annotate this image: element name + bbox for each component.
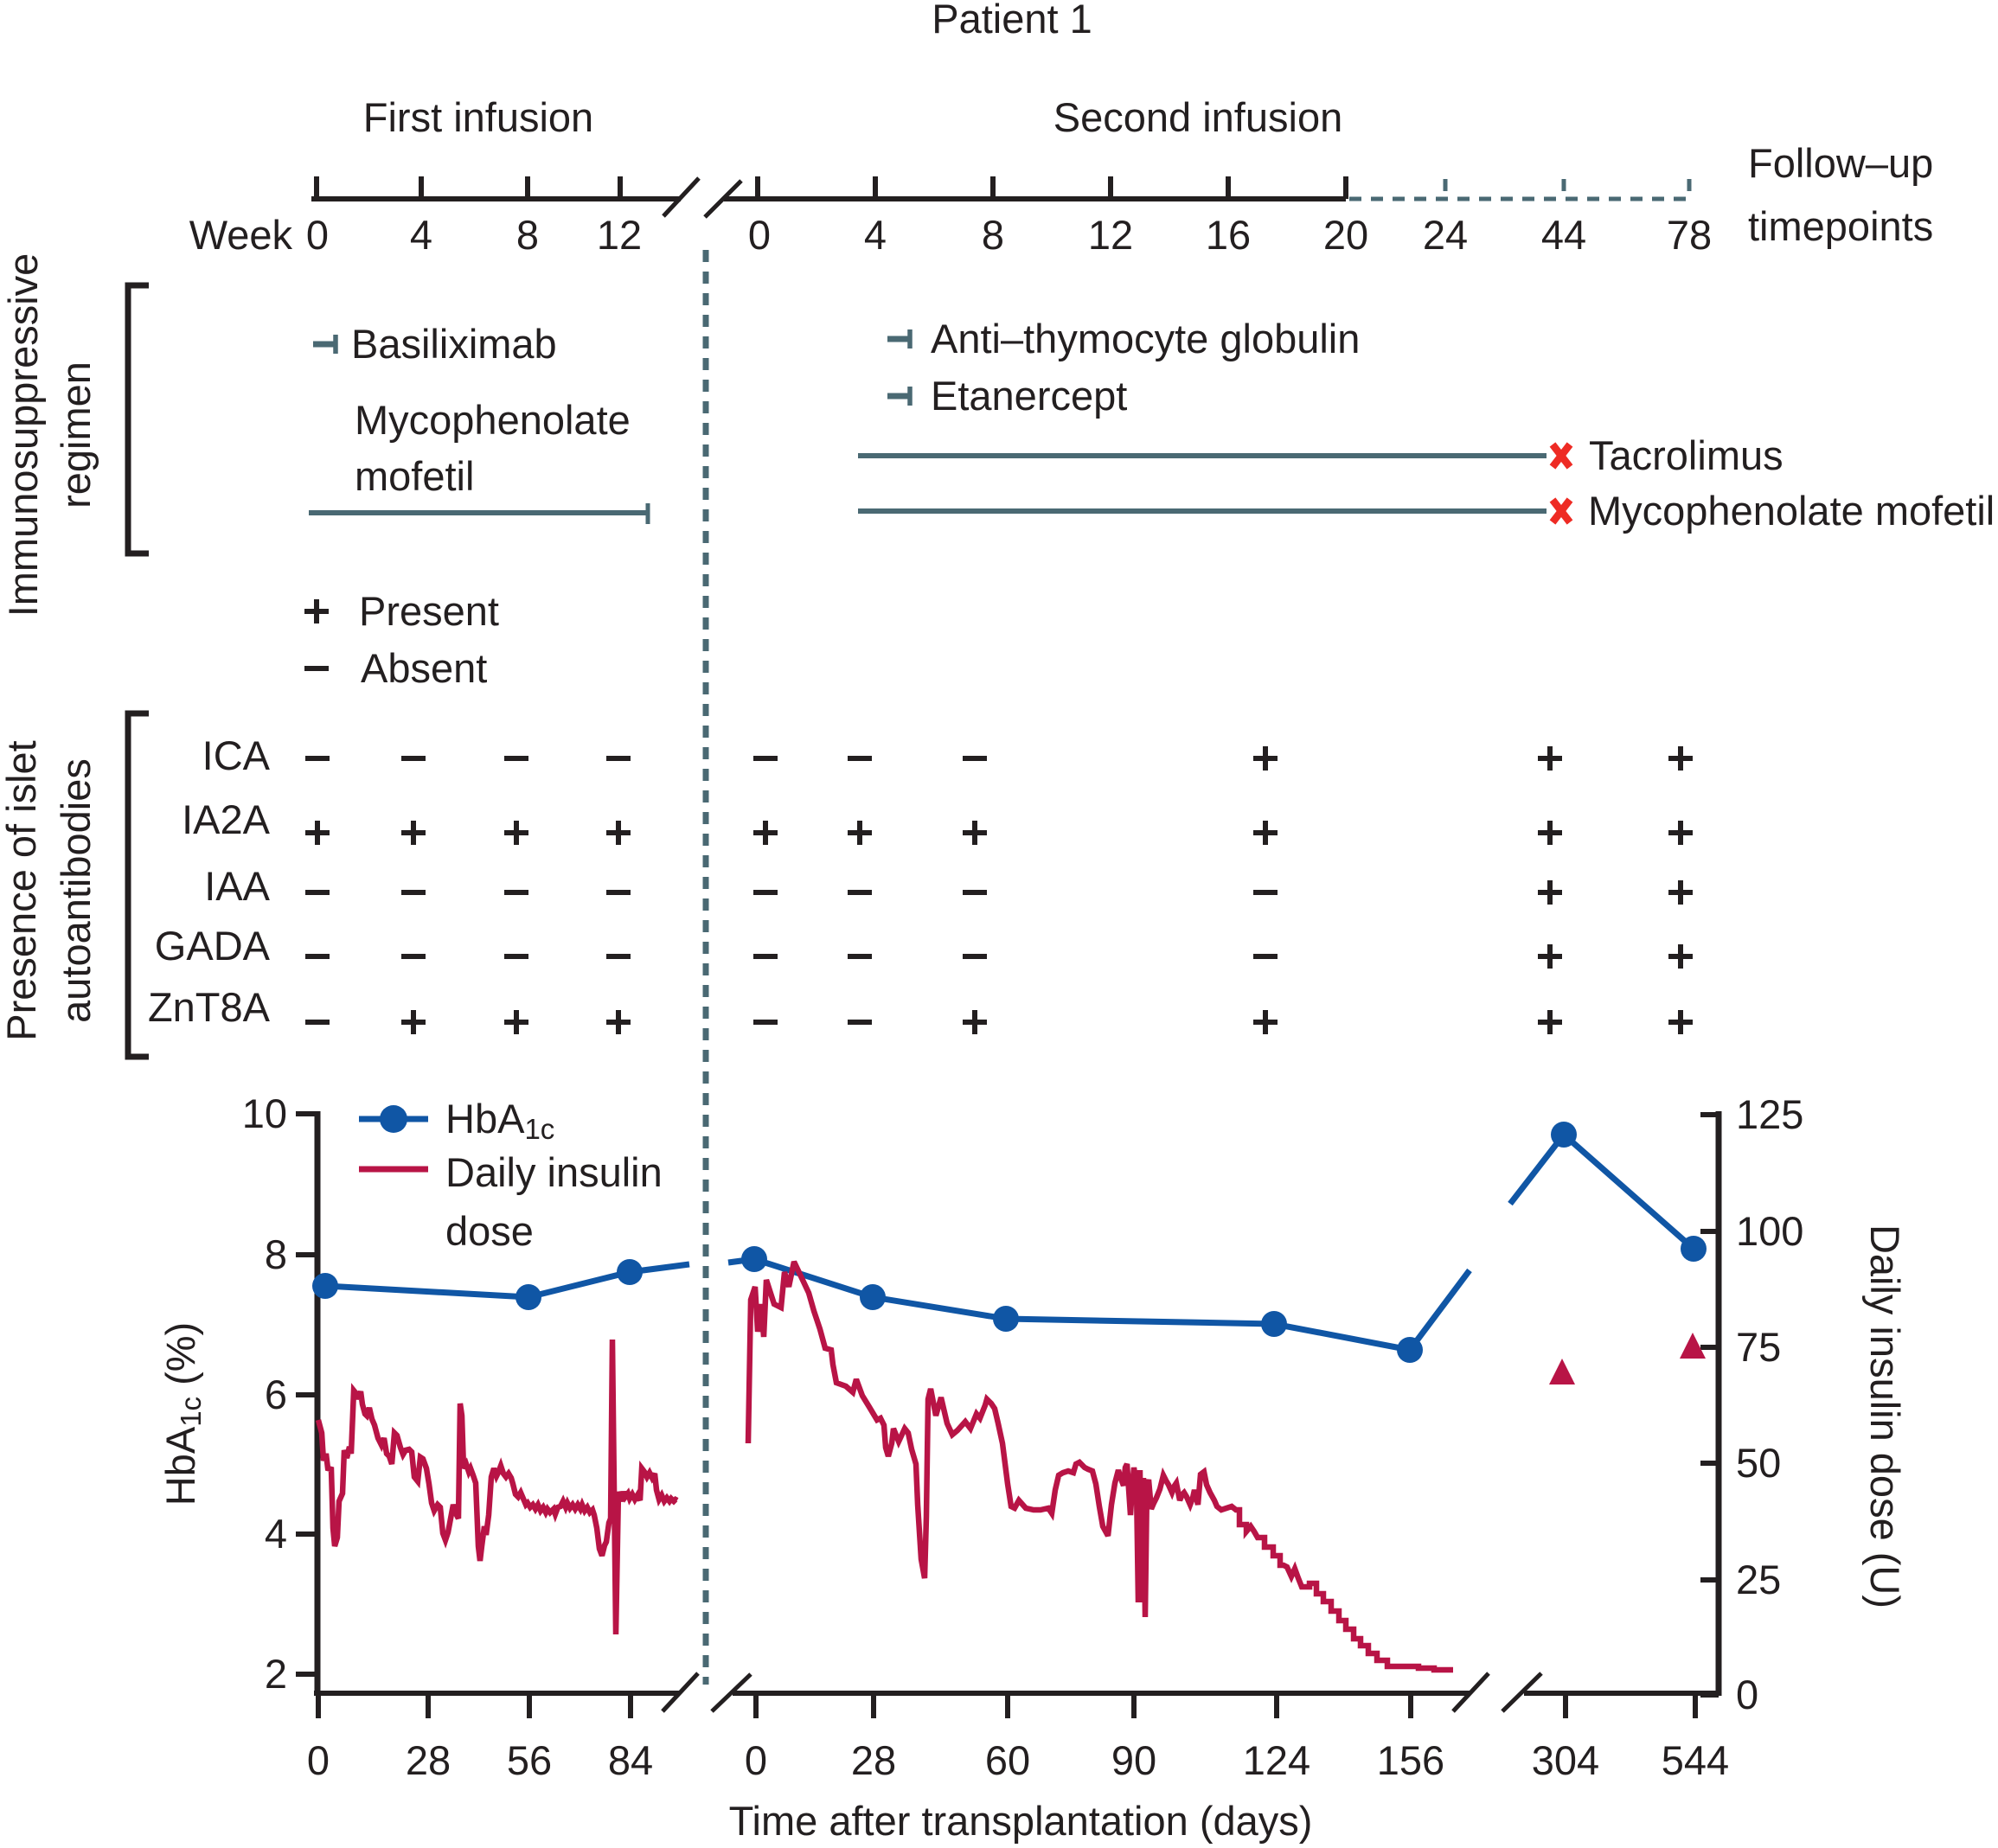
svg-text:4: 4 <box>265 1511 287 1557</box>
svg-text:Daily insulin: Daily insulin <box>445 1149 663 1195</box>
svg-text:304: 304 <box>1532 1737 1599 1783</box>
svg-text:autoantibodies: autoantibodies <box>53 758 99 1023</box>
svg-text:ZnT8A: ZnT8A <box>148 984 271 1030</box>
svg-text:125: 125 <box>1736 1091 1803 1137</box>
svg-text:28: 28 <box>406 1737 451 1783</box>
svg-text:24: 24 <box>1423 212 1468 258</box>
svg-text:Basiliximab: Basiliximab <box>351 321 557 367</box>
svg-text:78: 78 <box>1667 212 1712 258</box>
svg-text:0: 0 <box>1736 1672 1758 1717</box>
svg-text:90: 90 <box>1111 1737 1156 1783</box>
svg-text:IA2A: IA2A <box>182 796 271 842</box>
svg-text:Follow–up: Follow–up <box>1748 140 1933 186</box>
svg-text:156: 156 <box>1377 1737 1444 1783</box>
svg-text:8: 8 <box>982 212 1004 258</box>
svg-text:dose: dose <box>445 1208 534 1254</box>
svg-text:First infusion: First infusion <box>363 94 593 140</box>
svg-text:12: 12 <box>1088 212 1133 258</box>
svg-text:Absent: Absent <box>361 645 487 691</box>
svg-text:mofetil: mofetil <box>355 453 474 499</box>
svg-text:Week: Week <box>189 212 293 258</box>
svg-text:Tacrolimus: Tacrolimus <box>1589 432 1783 478</box>
svg-text:44: 44 <box>1541 212 1586 258</box>
svg-text:Daily insulin dose (U): Daily insulin dose (U) <box>1862 1225 1908 1608</box>
svg-text:Anti–thymocyte globulin: Anti–thymocyte globulin <box>931 316 1360 361</box>
svg-text:Time after transplantation (da: Time after transplantation (days) <box>729 1798 1313 1844</box>
svg-text:Mycophenolate mofetil: Mycophenolate mofetil <box>1588 488 1995 534</box>
svg-text:6: 6 <box>265 1372 287 1417</box>
svg-text:Present: Present <box>359 588 499 634</box>
svg-text:12: 12 <box>597 212 642 258</box>
svg-text:84: 84 <box>608 1737 653 1783</box>
svg-text:56: 56 <box>507 1737 552 1783</box>
svg-text:16: 16 <box>1206 212 1251 258</box>
svg-text:60: 60 <box>985 1737 1030 1783</box>
svg-text:20: 20 <box>1323 212 1368 258</box>
svg-text:124: 124 <box>1243 1737 1310 1783</box>
svg-text:Patient 1: Patient 1 <box>932 0 1092 42</box>
svg-text:Immunosuppressive: Immunosuppressive <box>0 253 46 617</box>
svg-text:0: 0 <box>306 212 329 258</box>
svg-text:0: 0 <box>745 1737 767 1783</box>
svg-text:regimen: regimen <box>53 361 99 508</box>
svg-text:75: 75 <box>1736 1324 1781 1370</box>
svg-text:25: 25 <box>1736 1557 1781 1602</box>
svg-text:28: 28 <box>851 1737 896 1783</box>
svg-text:Etanercept: Etanercept <box>931 373 1127 419</box>
svg-text:Presence of islet: Presence of islet <box>0 740 44 1040</box>
svg-text:timepoints: timepoints <box>1748 203 1933 249</box>
svg-text:8: 8 <box>265 1231 287 1277</box>
svg-text:GADA: GADA <box>155 923 271 969</box>
svg-text:544: 544 <box>1662 1737 1729 1783</box>
svg-text:0: 0 <box>307 1737 330 1783</box>
svg-text:50: 50 <box>1736 1440 1781 1486</box>
svg-text:IAA: IAA <box>204 863 270 909</box>
svg-text:Second infusion: Second infusion <box>1053 94 1342 140</box>
svg-text:ICA: ICA <box>202 732 271 778</box>
svg-text:8: 8 <box>516 212 539 258</box>
svg-text:10: 10 <box>242 1090 287 1136</box>
svg-text:Mycophenolate: Mycophenolate <box>355 397 631 443</box>
svg-text:4: 4 <box>864 212 887 258</box>
svg-text:100: 100 <box>1736 1208 1803 1254</box>
svg-text:4: 4 <box>410 212 432 258</box>
svg-text:2: 2 <box>265 1651 287 1697</box>
svg-text:0: 0 <box>748 212 771 258</box>
